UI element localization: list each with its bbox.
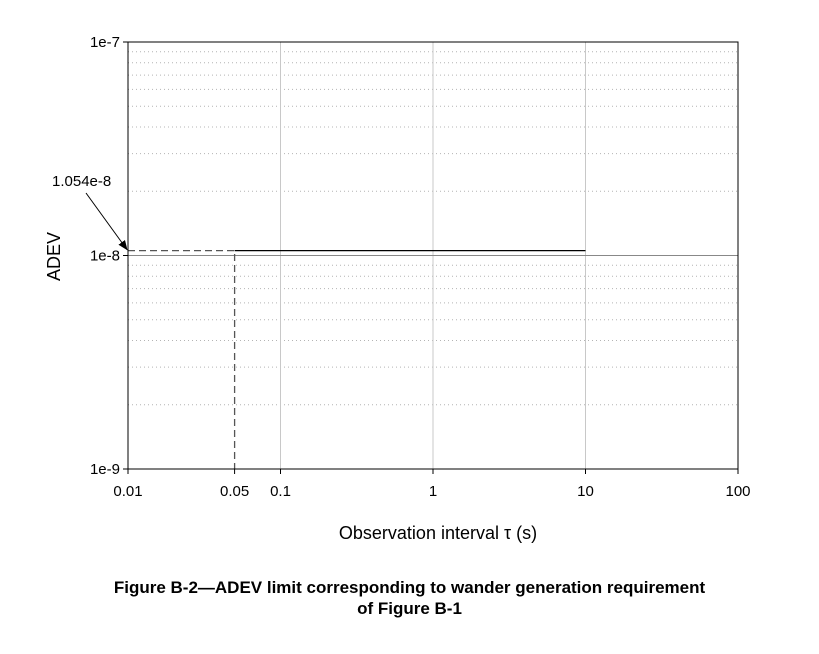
x-tick-label: 10 — [577, 483, 594, 500]
x-tick-label: 0.05 — [220, 483, 249, 500]
x-axis-title: Observation interval τ (s) — [339, 523, 537, 543]
x-tick-label: 100 — [725, 483, 750, 500]
y-tick-label: 1e-9 — [90, 461, 120, 478]
axis-ticks — [123, 41, 739, 474]
tick-labels: 0.01 0.05 0.1 1 10 100 1e-9 1e-8 1e-7 — [90, 34, 751, 500]
y-axis-title: ADEV — [44, 232, 64, 281]
x-tick-label: 1 — [429, 483, 437, 500]
annotation-arrow — [85, 192, 128, 251]
x-tick-label: 0.01 — [113, 483, 142, 500]
series-layer — [128, 249, 586, 469]
figure-caption-line-1: Figure B-2—ADEV limit corresponding to w… — [113, 578, 706, 597]
y-tick-label: 1e-7 — [90, 34, 120, 51]
figure-caption-line-2: of Figure B-1 — [357, 599, 462, 618]
x-tick-label: 0.1 — [270, 483, 291, 500]
major-gridlines — [128, 42, 738, 469]
y-tick-label: 1e-8 — [90, 248, 120, 265]
annotations: 1.054e-8 — [52, 173, 128, 251]
dashed-reference-line — [128, 249, 236, 469]
annotation-label: 1.054e-8 — [52, 173, 111, 190]
